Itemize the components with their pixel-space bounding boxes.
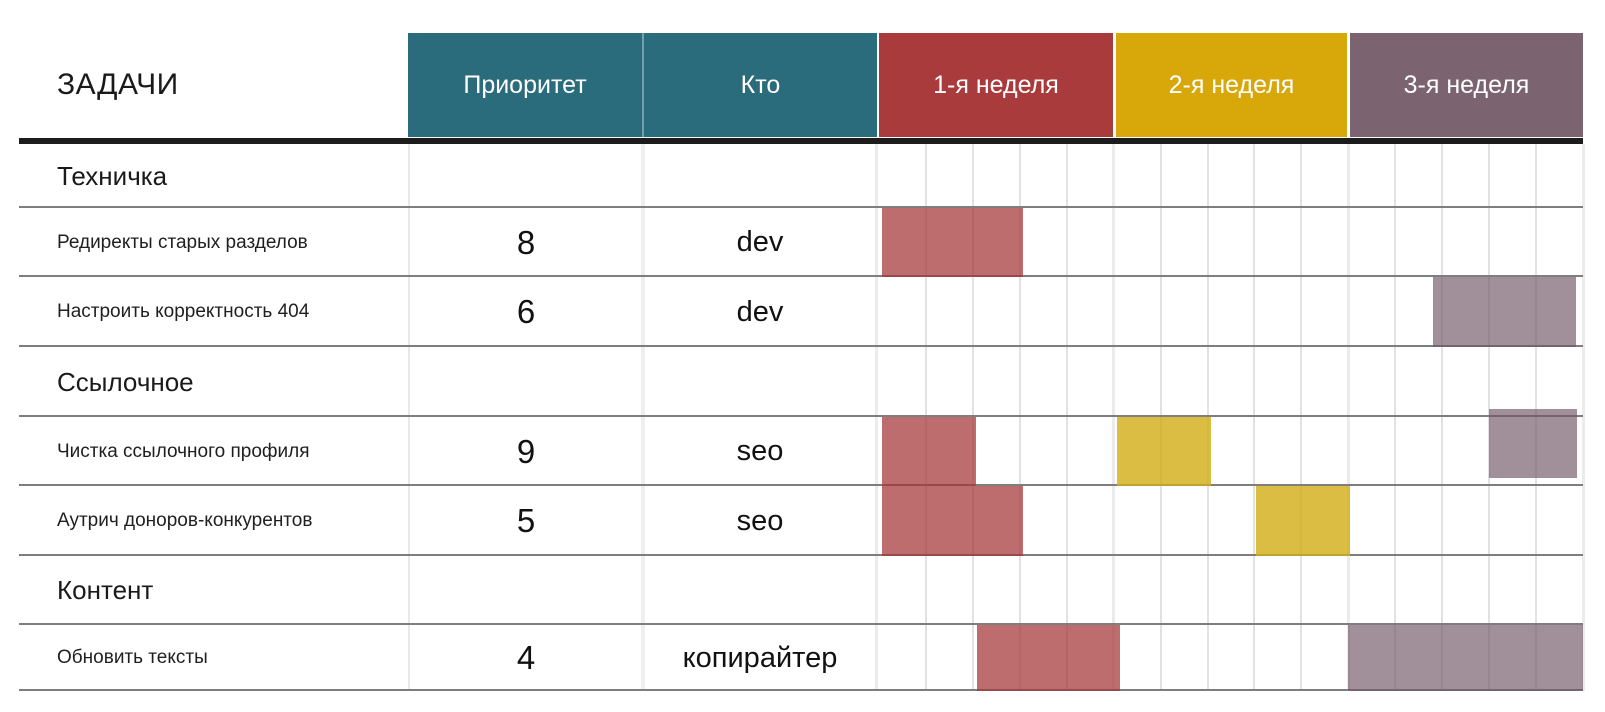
who-value: seo — [736, 435, 784, 467]
task-label: Чистка ссылочного профиля — [57, 440, 310, 462]
gridline — [1394, 144, 1397, 691]
gridline — [1018, 144, 1021, 691]
who-value: seo — [736, 504, 784, 537]
task-label: Обновить тексты — [57, 647, 208, 668]
priority-value: 8 — [516, 223, 536, 261]
task-row: Чистка ссылочного профиля 9 seo — [0, 409, 1605, 486]
gridline — [641, 144, 645, 691]
gridline — [1300, 144, 1303, 691]
priority-value: 6 — [516, 293, 536, 330]
table-body: Техничка Редиректы старых разделов 8 dev Нас… — [0, 144, 1605, 691]
tasks-column-header: ЗАДАЧИ — [57, 68, 179, 101]
week-3-header: 3-я неделя — [1350, 33, 1583, 137]
priority-value: 4 — [516, 639, 536, 676]
gantt-bar-red[interactable] — [882, 208, 1023, 277]
gridline — [875, 144, 878, 691]
task-label: Редиректы старых разделов — [57, 231, 308, 253]
row-separator — [19, 206, 1583, 208]
header-rule — [19, 138, 1583, 144]
task-row: Настроить корректность 404 6 dev — [0, 277, 1605, 347]
section-label: Ссылочное — [57, 366, 194, 397]
section-label: Техничка — [57, 160, 168, 191]
section-row: Ссылочное — [0, 347, 1605, 417]
gridline — [1112, 144, 1116, 691]
gantt-bar-yellow[interactable] — [1116, 417, 1211, 486]
gantt-bar-yellow[interactable] — [1256, 486, 1351, 556]
task-label: Настроить корректность 404 — [57, 301, 310, 322]
who-column-header: Кто — [740, 70, 781, 99]
gridline — [1065, 144, 1068, 691]
row-separator — [19, 275, 1583, 277]
gantt-bar-purple[interactable] — [1433, 277, 1576, 347]
row-separator — [19, 623, 1583, 625]
gantt-bar-red[interactable] — [882, 486, 1023, 556]
task-row: Редиректы старых разделов 8 dev — [0, 208, 1605, 277]
gridline — [1581, 144, 1585, 691]
gantt-bar-purple[interactable] — [1489, 409, 1577, 478]
who-value: dev — [736, 295, 784, 328]
gridline — [1346, 144, 1350, 691]
priority-column-header: Приоритет — [463, 70, 587, 99]
section-row: Техничка — [0, 144, 1605, 208]
who-value: dev — [736, 226, 784, 258]
gantt-bar-red[interactable] — [882, 417, 976, 486]
row-separator — [19, 415, 1583, 417]
priority-value: 9 — [516, 432, 536, 470]
priority-value: 5 — [516, 502, 536, 539]
row-separator — [19, 689, 1583, 691]
who-value: копирайтер — [682, 641, 838, 674]
week-1-header: 1-я неделя — [879, 33, 1113, 137]
row-separator — [19, 345, 1583, 347]
gantt-bar-purple[interactable] — [1348, 625, 1583, 691]
section-row: Контент — [0, 556, 1605, 625]
table-header-group: Приоритет Кто — [408, 33, 877, 137]
gantt-bar-red[interactable] — [976, 625, 1120, 691]
gridline — [1253, 144, 1256, 691]
gridline — [1441, 144, 1444, 691]
week-2-header: 2-я неделя — [1116, 33, 1347, 137]
gridline — [408, 144, 410, 691]
task-label: Аутрич доноров-конкурентов — [57, 510, 313, 531]
task-row: Аутрич доноров-конкурентов 5 seo — [0, 486, 1605, 556]
task-row: Обновить тексты 4 копирайтер — [0, 625, 1605, 691]
section-label: Контент — [57, 575, 154, 605]
row-separator — [19, 554, 1583, 556]
row-separator — [19, 484, 1583, 486]
header-divider — [642, 33, 644, 137]
